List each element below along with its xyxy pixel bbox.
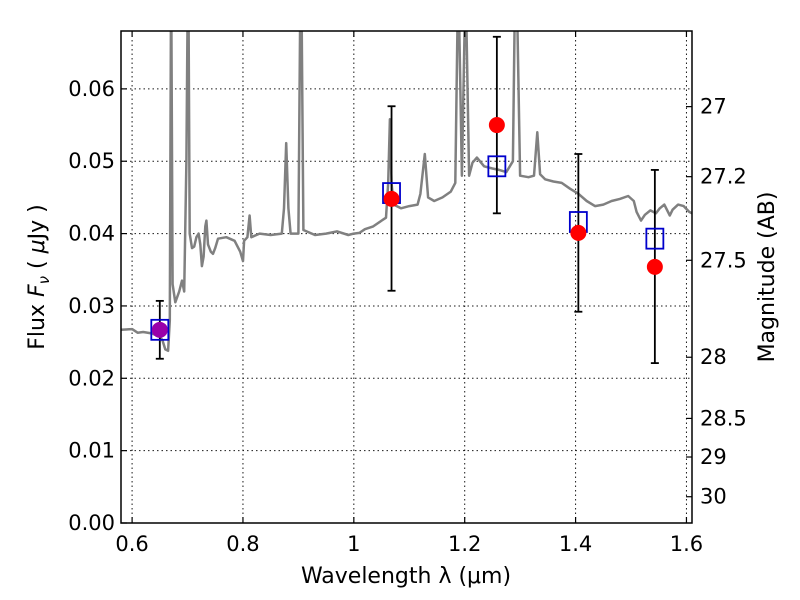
- y2-tick-label: 27: [700, 95, 727, 119]
- plot-frame: [120, 30, 693, 524]
- y-tick-label: 0.05: [68, 149, 115, 173]
- y2-tick-label: 27.5: [700, 248, 747, 272]
- y2-tick-label: 30: [700, 485, 727, 509]
- observed-photometry: [151, 117, 663, 338]
- model-spectrum: [121, 31, 692, 353]
- x-tick-label: 0.8: [226, 532, 259, 556]
- observed-point: [570, 224, 587, 241]
- spectrum-line: [121, 31, 692, 353]
- y-tick-label: 0.02: [68, 366, 115, 390]
- y2-tick-label: 29: [700, 445, 727, 469]
- model-box: [150, 318, 170, 341]
- y2-tick-label: 27.2: [700, 165, 747, 189]
- error-bars: [155, 35, 659, 365]
- x-axis-label: Wavelength λ (μm): [301, 564, 511, 589]
- observed-point: [151, 321, 168, 338]
- y2-tick-label: 28.5: [700, 406, 747, 430]
- y-tick-label: 0.00: [68, 511, 115, 535]
- y-axis-label: Flux Fν ( μJy ): [25, 204, 53, 349]
- y-tick-label: 0.01: [68, 439, 115, 463]
- x-tick-label: 0.6: [115, 532, 148, 556]
- observed-point: [488, 117, 505, 134]
- axis-ticks: [121, 31, 692, 524]
- y-tick-label: 0.03: [68, 294, 115, 318]
- y-tick-label: 0.06: [68, 77, 115, 101]
- x-tick-label: 1.6: [670, 532, 703, 556]
- axis-tick-labels: 0.6 0.8 1 1.2 1.4 1.6 0.00 0.01 0.02 0.03 0.04 0.05…: [68, 77, 747, 556]
- grid: [121, 31, 692, 523]
- model-photometry: [150, 155, 665, 341]
- x-tick-label: 1.2: [448, 532, 481, 556]
- y-tick-label: 0.04: [68, 222, 115, 246]
- y2-tick-label: 28: [700, 345, 727, 369]
- observed-point: [383, 190, 400, 207]
- x-tick-label: 1.4: [559, 532, 592, 556]
- x-tick-label: 1: [347, 532, 360, 556]
- y2-axis-label: Magnitude (AB): [755, 192, 780, 363]
- observed-point: [646, 258, 663, 275]
- model-box: [645, 227, 665, 250]
- model-box: [487, 155, 507, 178]
